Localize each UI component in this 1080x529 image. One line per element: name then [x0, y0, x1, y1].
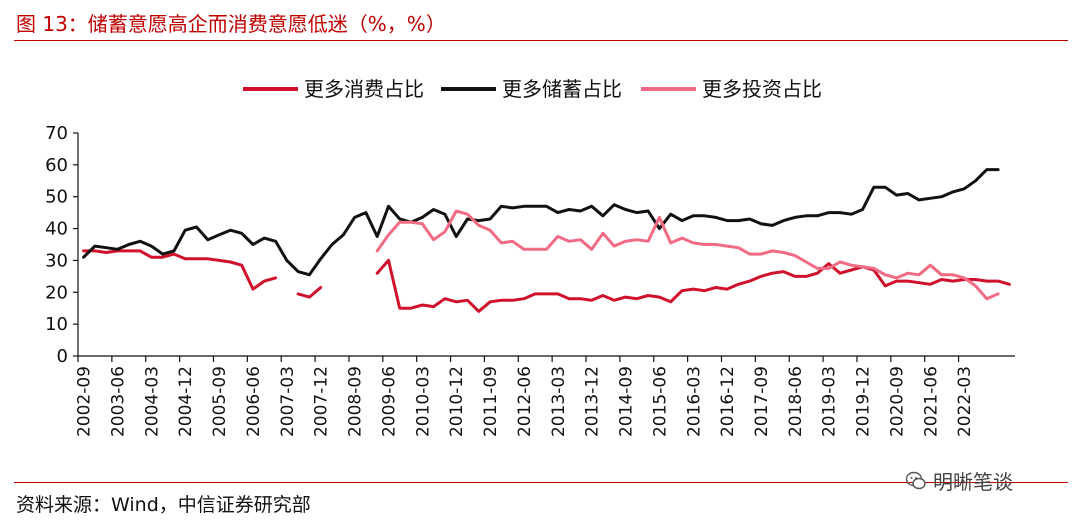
x-tick-label: 2008-09	[346, 366, 366, 437]
x-tick-label: 2022-03	[955, 366, 975, 437]
x-tick-label: 2007-03	[278, 366, 298, 437]
y-tick-label: 60	[45, 155, 68, 176]
x-tick-label: 2006-06	[244, 366, 264, 437]
chart-axes: 0 10 20 30 40 50 60 70 2002-09 2003-06 2004-03 2004…	[45, 123, 1015, 437]
x-tick-label: 2012-06	[515, 366, 535, 437]
x-tick-label: 2013-12	[583, 366, 603, 437]
series-line-2	[375, 209, 1000, 301]
x-tick-label: 2019-03	[820, 366, 840, 437]
source-note: 资料来源：Wind，中信证券研究部	[16, 494, 311, 516]
y-tick-label: 70	[45, 123, 68, 144]
x-tick-label: 2016-12	[718, 366, 738, 437]
y-tick-label: 0	[57, 346, 68, 367]
legend-label: 更多消费占比	[304, 77, 424, 101]
y-tick-label: 30	[45, 250, 68, 271]
x-tick-label: 2011-09	[481, 366, 501, 437]
legend-item-2: 更多投资占比	[641, 77, 822, 101]
title-rule	[14, 40, 1068, 41]
source-rule	[14, 482, 1068, 483]
x-tick-label: 2010-03	[413, 366, 433, 437]
x-tick-label: 2007-12	[312, 366, 332, 437]
x-tick-label: 2018-06	[786, 366, 806, 437]
series-line-0	[82, 249, 1011, 313]
y-tick-label: 10	[45, 314, 68, 335]
watermark-text: 明晰笔谈	[933, 470, 1013, 494]
y-tick-label: 50	[45, 187, 68, 208]
x-tick-label: 2009-06	[379, 366, 399, 437]
y-tick-label: 20	[45, 282, 68, 303]
wechat-icon	[905, 471, 926, 489]
legend-label: 更多储蓄占比	[502, 77, 622, 101]
x-tick-label: 2016-03	[684, 366, 704, 437]
legend-item-0: 更多消费占比	[243, 77, 424, 101]
x-tick-label: 2003-06	[109, 366, 129, 437]
chart-series	[82, 168, 1011, 313]
x-tick-label: 2019-12	[854, 366, 874, 437]
x-tick-label: 2014-09	[617, 366, 637, 437]
legend-label: 更多投资占比	[702, 77, 822, 101]
x-tick-label: 2010-12	[447, 366, 467, 437]
legend-item-1: 更多储蓄占比	[441, 77, 622, 101]
x-tick-label: 2004-12	[176, 366, 196, 437]
x-tick-label: 2002-09	[75, 366, 95, 437]
x-tick-label: 2017-09	[752, 366, 772, 437]
x-tick-label: 2021-06	[921, 366, 941, 437]
chart-legend: 更多消费占比 更多储蓄占比 更多投资占比	[243, 77, 822, 101]
x-tick-label: 2020-09	[887, 366, 907, 437]
watermark: 明晰笔谈	[905, 466, 1013, 495]
x-tick-label: 2015-06	[650, 366, 670, 437]
x-tick-label: 2005-09	[210, 366, 230, 437]
x-tick-label: 2004-03	[142, 366, 162, 437]
y-tick-label: 40	[45, 219, 68, 240]
figure-title: 图 13：储蓄意愿高企而消费意愿低迷（%，%）	[16, 12, 446, 36]
x-tick-label: 2013-03	[549, 366, 569, 437]
series-line-1	[82, 168, 1000, 277]
